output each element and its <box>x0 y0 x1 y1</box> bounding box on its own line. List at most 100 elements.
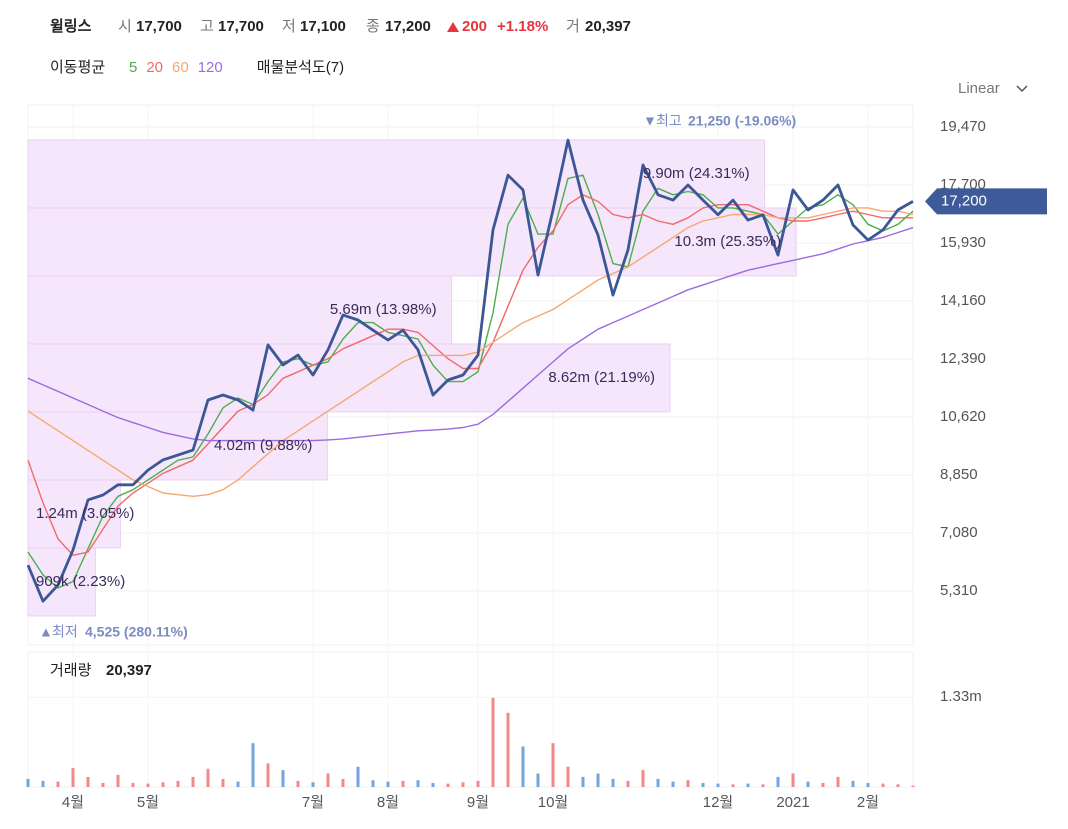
volume-bar <box>326 773 330 787</box>
volume-bar <box>311 782 315 787</box>
x-tick-label: 10월 <box>538 794 569 811</box>
volume-bar <box>101 782 105 787</box>
legend-entry: 60 <box>172 59 189 76</box>
stock-name: 윌링스 <box>50 17 92 35</box>
profile-label: 1.24m (3.05%) <box>36 505 134 522</box>
y-tick-label: 5,310 <box>940 582 978 599</box>
ma-line <box>27 194 913 556</box>
quote-label: 고 <box>200 18 214 35</box>
volume-bar <box>491 697 495 787</box>
x-tick-label: 5월 <box>137 794 159 811</box>
volume-bar <box>431 782 435 787</box>
volume-bar <box>776 776 780 787</box>
y-tick-label: 7,080 <box>940 524 978 541</box>
x-tick-label: 2월 <box>857 794 879 811</box>
volume-bar <box>86 776 90 787</box>
volume-bar <box>476 780 480 787</box>
volume-bar <box>521 746 525 787</box>
volume-bar <box>896 784 900 787</box>
y-tick-label: 14,160 <box>940 292 986 309</box>
volume-bar <box>26 778 30 787</box>
volume-bar <box>56 781 60 787</box>
change: 200 <box>462 18 487 35</box>
y-tick-label: 12,390 <box>940 350 986 367</box>
volume-bar <box>251 743 255 787</box>
profile-label: 4.02m (9.88%) <box>214 437 312 454</box>
volume-bar <box>791 773 795 787</box>
volume-bar <box>416 780 420 787</box>
volume-bar <box>701 782 705 787</box>
profile-title: 매물분석도(7) <box>257 59 344 76</box>
profile-label: 8.62m (21.19%) <box>548 369 655 386</box>
chevron[interactable] <box>1016 85 1028 93</box>
quote-label: 시 <box>118 18 132 35</box>
quote-value: 17,700 <box>136 18 182 35</box>
price-tag-label: 17,200 <box>941 192 987 209</box>
ma-line <box>27 207 914 497</box>
annotation-value: 21,250 (-19.06%) <box>688 113 796 129</box>
volume-bar <box>386 781 390 787</box>
volume-bar <box>71 768 75 787</box>
quote-value: 17,200 <box>385 18 431 35</box>
volume-bar <box>146 783 150 787</box>
volume-bar <box>761 784 765 787</box>
y-tick-label: 19,470 <box>940 118 986 135</box>
up-arrow <box>447 22 459 32</box>
x-tick-label: 4월 <box>62 794 84 811</box>
annotation-text: 최저 <box>52 624 78 640</box>
volume-bar <box>686 780 690 787</box>
x-tick-label: 2021 <box>776 794 809 811</box>
quote-label: 종 <box>366 18 380 35</box>
x-tick-label: 7월 <box>302 794 324 811</box>
volume-bar <box>506 712 510 787</box>
quote-label: 저 <box>282 18 296 35</box>
volume-bar <box>221 778 225 787</box>
volume-bar <box>866 782 870 787</box>
x-tick-label: 8월 <box>377 794 399 811</box>
volume-bar <box>41 780 45 787</box>
volume-bar <box>191 776 195 787</box>
quote-label: 거 <box>566 18 580 35</box>
volume-bar <box>581 776 585 787</box>
x-tick-label: 9월 <box>467 794 489 811</box>
volume-bar <box>641 770 645 787</box>
volume-frame <box>27 651 914 788</box>
change-pct: +1.18% <box>497 18 548 35</box>
ma-label: 이동평균 <box>50 59 105 76</box>
volume-bar <box>116 774 120 787</box>
volume-bar <box>236 781 240 787</box>
annotation-mark: ▲ <box>39 624 53 640</box>
volume-label: 거래량 <box>50 662 92 679</box>
volume-bar <box>626 780 630 787</box>
quote-value: 17,700 <box>218 18 264 35</box>
volume-bar <box>401 780 405 787</box>
scale-select[interactable]: Linear <box>958 80 1000 97</box>
profile-label: 909k (2.23%) <box>36 573 125 590</box>
quote-value: 17,100 <box>300 18 346 35</box>
ma-line <box>27 226 914 442</box>
x-tick-label: 12월 <box>703 794 734 811</box>
volume-bar <box>446 783 450 787</box>
annotation-mark: ▼ <box>643 113 657 129</box>
volume-bar <box>806 781 810 787</box>
volume-bar <box>281 770 285 787</box>
volume-bar <box>206 768 210 787</box>
legend-entry: 5 <box>129 59 137 76</box>
y-tick-label: 15,930 <box>940 234 986 251</box>
volume-bar <box>266 763 270 787</box>
volume-bar <box>551 743 555 787</box>
annotation-text: 최고 <box>656 113 682 129</box>
profile-label: 5.69m (13.98%) <box>330 301 437 318</box>
volume-bar <box>656 778 660 787</box>
volume-bar <box>341 778 345 787</box>
volume-bar <box>731 784 735 787</box>
annotation-value: 4,525 (280.11%) <box>85 624 188 640</box>
price-tag <box>925 188 1047 215</box>
volume-bar <box>851 780 855 787</box>
volume-bar <box>566 766 570 787</box>
volume-bar <box>716 783 720 787</box>
volume-bar <box>356 766 360 787</box>
price-line <box>26 138 914 603</box>
y-tick-label: 1.33m <box>940 688 982 705</box>
volume-bar <box>911 785 915 787</box>
